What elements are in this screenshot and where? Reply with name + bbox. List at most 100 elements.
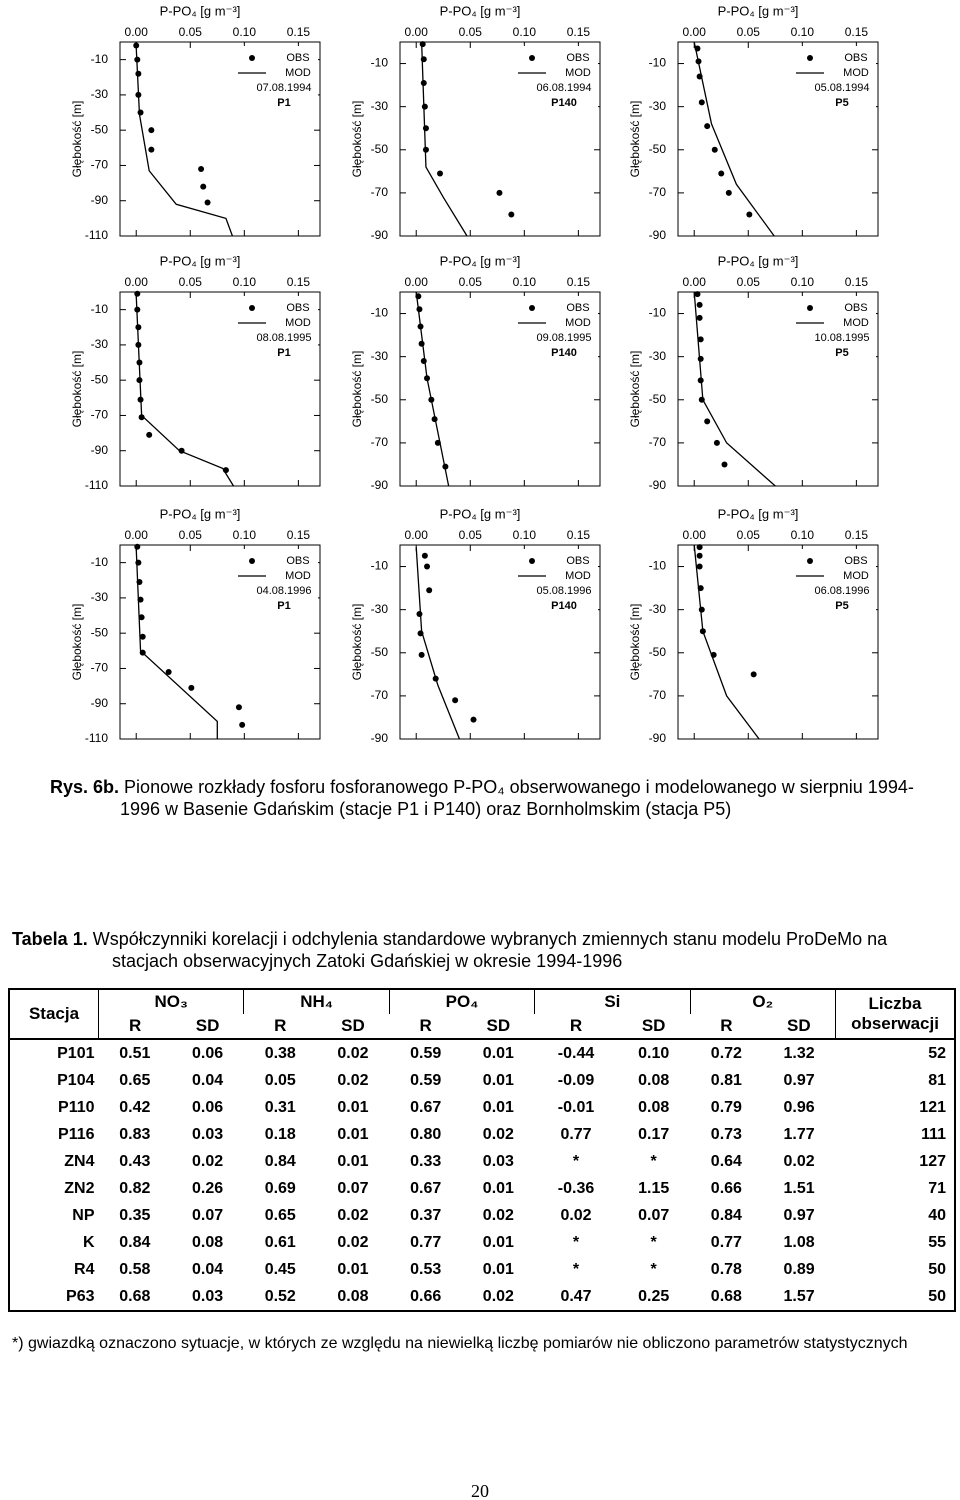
legend-label: MOD xyxy=(565,67,591,79)
legend-station: P1 xyxy=(277,600,290,612)
obs-point xyxy=(746,211,753,218)
y-tick-label: -90 xyxy=(91,443,109,457)
y-tick-label: -90 xyxy=(371,478,389,492)
y-axis-label: Głębokość [m] xyxy=(628,351,642,428)
legend-label: MOD xyxy=(843,317,869,329)
legend-date: 10.08.1995 xyxy=(814,332,869,344)
model-line xyxy=(135,548,218,739)
table: Stacja NO₃ NH₄ PO₄ Si O₂ Liczba obserwacji R SD R… xyxy=(8,988,956,1312)
legend-marker xyxy=(249,305,255,311)
y-tick-label: -110 xyxy=(85,731,108,745)
table-cell: 0.35 xyxy=(119,1206,151,1224)
table-cell: 0.59 xyxy=(410,1044,442,1062)
table-cell: 0.05 xyxy=(264,1071,296,1089)
profile-chart: P-PO₄ [g m⁻³] Głębokość [m] 0.00 0.05 0.10 0.… xyxy=(350,506,601,745)
x-tick-label: 0.00 xyxy=(683,275,707,289)
legend-label: MOD xyxy=(843,570,869,582)
x-tick-label: 0.15 xyxy=(567,25,591,39)
table-cell: 127 xyxy=(919,1152,946,1170)
y-tick-label: -30 xyxy=(371,602,389,616)
profile-chart: P-PO₄ [g m⁻³] Głębokość [m] 0.00 0.05 0.10 0.… xyxy=(70,253,321,492)
table-row: P101 0.51 0.06 0.38 0.02 0.59 0.01 -0.44 0.10 0.7… xyxy=(9,1039,955,1067)
header-group: O₂ xyxy=(752,992,774,1011)
obs-point xyxy=(421,103,428,110)
header-cell: R xyxy=(534,1014,618,1040)
table-cell: 111 xyxy=(921,1125,946,1143)
header-group: Si xyxy=(534,989,691,1014)
table-cell: 1.08 xyxy=(783,1233,815,1251)
x-axis-label: P-PO₄ [g m⁻³] xyxy=(440,506,521,521)
y-axis-label: Głębokość [m] xyxy=(350,101,364,178)
x-tick-label: 0.15 xyxy=(845,528,869,542)
table-cell: 0.06 xyxy=(191,1098,224,1116)
table-cell: 0.01 xyxy=(337,1125,369,1143)
obs-point xyxy=(698,606,705,613)
table-cell: 0.53 xyxy=(410,1260,442,1278)
x-tick-label: 0.05 xyxy=(737,275,761,289)
y-tick-label: -30 xyxy=(649,349,667,363)
legend-date: 06.08.1994 xyxy=(536,82,591,94)
table-cell: -0.01 xyxy=(557,1098,595,1116)
y-tick-label: -30 xyxy=(371,349,389,363)
y-axis-label: Głębokość [m] xyxy=(70,604,84,681)
obs-point xyxy=(424,563,431,570)
x-tick-label: 0.05 xyxy=(179,528,203,542)
table-cell: 52 xyxy=(928,1044,946,1062)
x-axis-label: P-PO₄ [g m⁻³] xyxy=(160,253,241,268)
plot-frame xyxy=(399,291,601,487)
x-axis-label: P-PO₄ [g m⁻³] xyxy=(718,506,799,521)
y-tick-label: -70 xyxy=(91,661,109,675)
legend-marker xyxy=(249,558,255,564)
legend-label: MOD xyxy=(565,570,591,582)
y-tick-label: -50 xyxy=(371,142,389,156)
table-cell: 0.06 xyxy=(191,1044,224,1062)
header-cell: SD xyxy=(316,1014,390,1040)
y-tick-label: -30 xyxy=(91,337,109,351)
obs-point xyxy=(711,146,718,153)
y-tick-label: -70 xyxy=(91,158,109,172)
table-cell: 0.18 xyxy=(264,1125,296,1143)
table-cell: -0.44 xyxy=(557,1044,595,1062)
obs-point xyxy=(713,439,720,446)
profile-chart: P-PO₄ [g m⁻³] Głębokość [m] 0.00 0.05 0.10 0.… xyxy=(628,3,879,242)
obs-point xyxy=(146,431,153,438)
y-tick-label: -70 xyxy=(649,185,667,199)
table-cell: P63 xyxy=(66,1287,95,1305)
header-group: NO₃ xyxy=(98,989,245,1014)
obs-point xyxy=(148,127,155,134)
x-tick-label: 0.15 xyxy=(567,275,591,289)
obs-point xyxy=(235,704,242,711)
y-tick-label: -90 xyxy=(649,478,667,492)
plot-frame xyxy=(119,291,321,487)
table-cell: 0.02 xyxy=(482,1287,514,1305)
obs-point xyxy=(139,633,146,640)
table-cell: 0.97 xyxy=(783,1206,815,1224)
obs-point xyxy=(133,42,140,49)
y-tick-label: -50 xyxy=(649,392,667,406)
table-cell: 0.43 xyxy=(119,1152,151,1170)
table-cell: 121 xyxy=(919,1098,946,1116)
table-cell: 0.02 xyxy=(560,1206,592,1224)
x-tick-label: 0.00 xyxy=(125,275,149,289)
y-tick-label: -50 xyxy=(91,122,109,136)
legend-label: OBS xyxy=(286,555,309,567)
table-cell: 40 xyxy=(928,1206,946,1224)
x-tick-label: 0.05 xyxy=(737,25,761,39)
table-row: ZN2 0.82 0.26 0.69 0.07 0.67 0.01 -0.36 1.15 0.66… xyxy=(9,1175,955,1202)
table-cell: 0.58 xyxy=(119,1260,151,1278)
y-tick-label: -110 xyxy=(85,478,108,492)
table-cell: 0.02 xyxy=(337,1071,369,1089)
obs-point xyxy=(704,123,711,130)
legend-marker xyxy=(807,55,813,61)
table-cell: 50 xyxy=(928,1260,946,1278)
plot-frame xyxy=(677,41,879,237)
legend-label: MOD xyxy=(285,570,311,582)
x-tick-label: 0.00 xyxy=(683,25,707,39)
table-cell: 71 xyxy=(928,1179,946,1197)
x-tick-label: 0.10 xyxy=(791,528,815,542)
obs-point xyxy=(698,99,705,106)
legend-label: OBS xyxy=(844,555,867,567)
table-cell: 1.32 xyxy=(783,1044,815,1062)
table-cell: ZN2 xyxy=(64,1179,95,1197)
table-cell: 0.02 xyxy=(482,1125,514,1143)
